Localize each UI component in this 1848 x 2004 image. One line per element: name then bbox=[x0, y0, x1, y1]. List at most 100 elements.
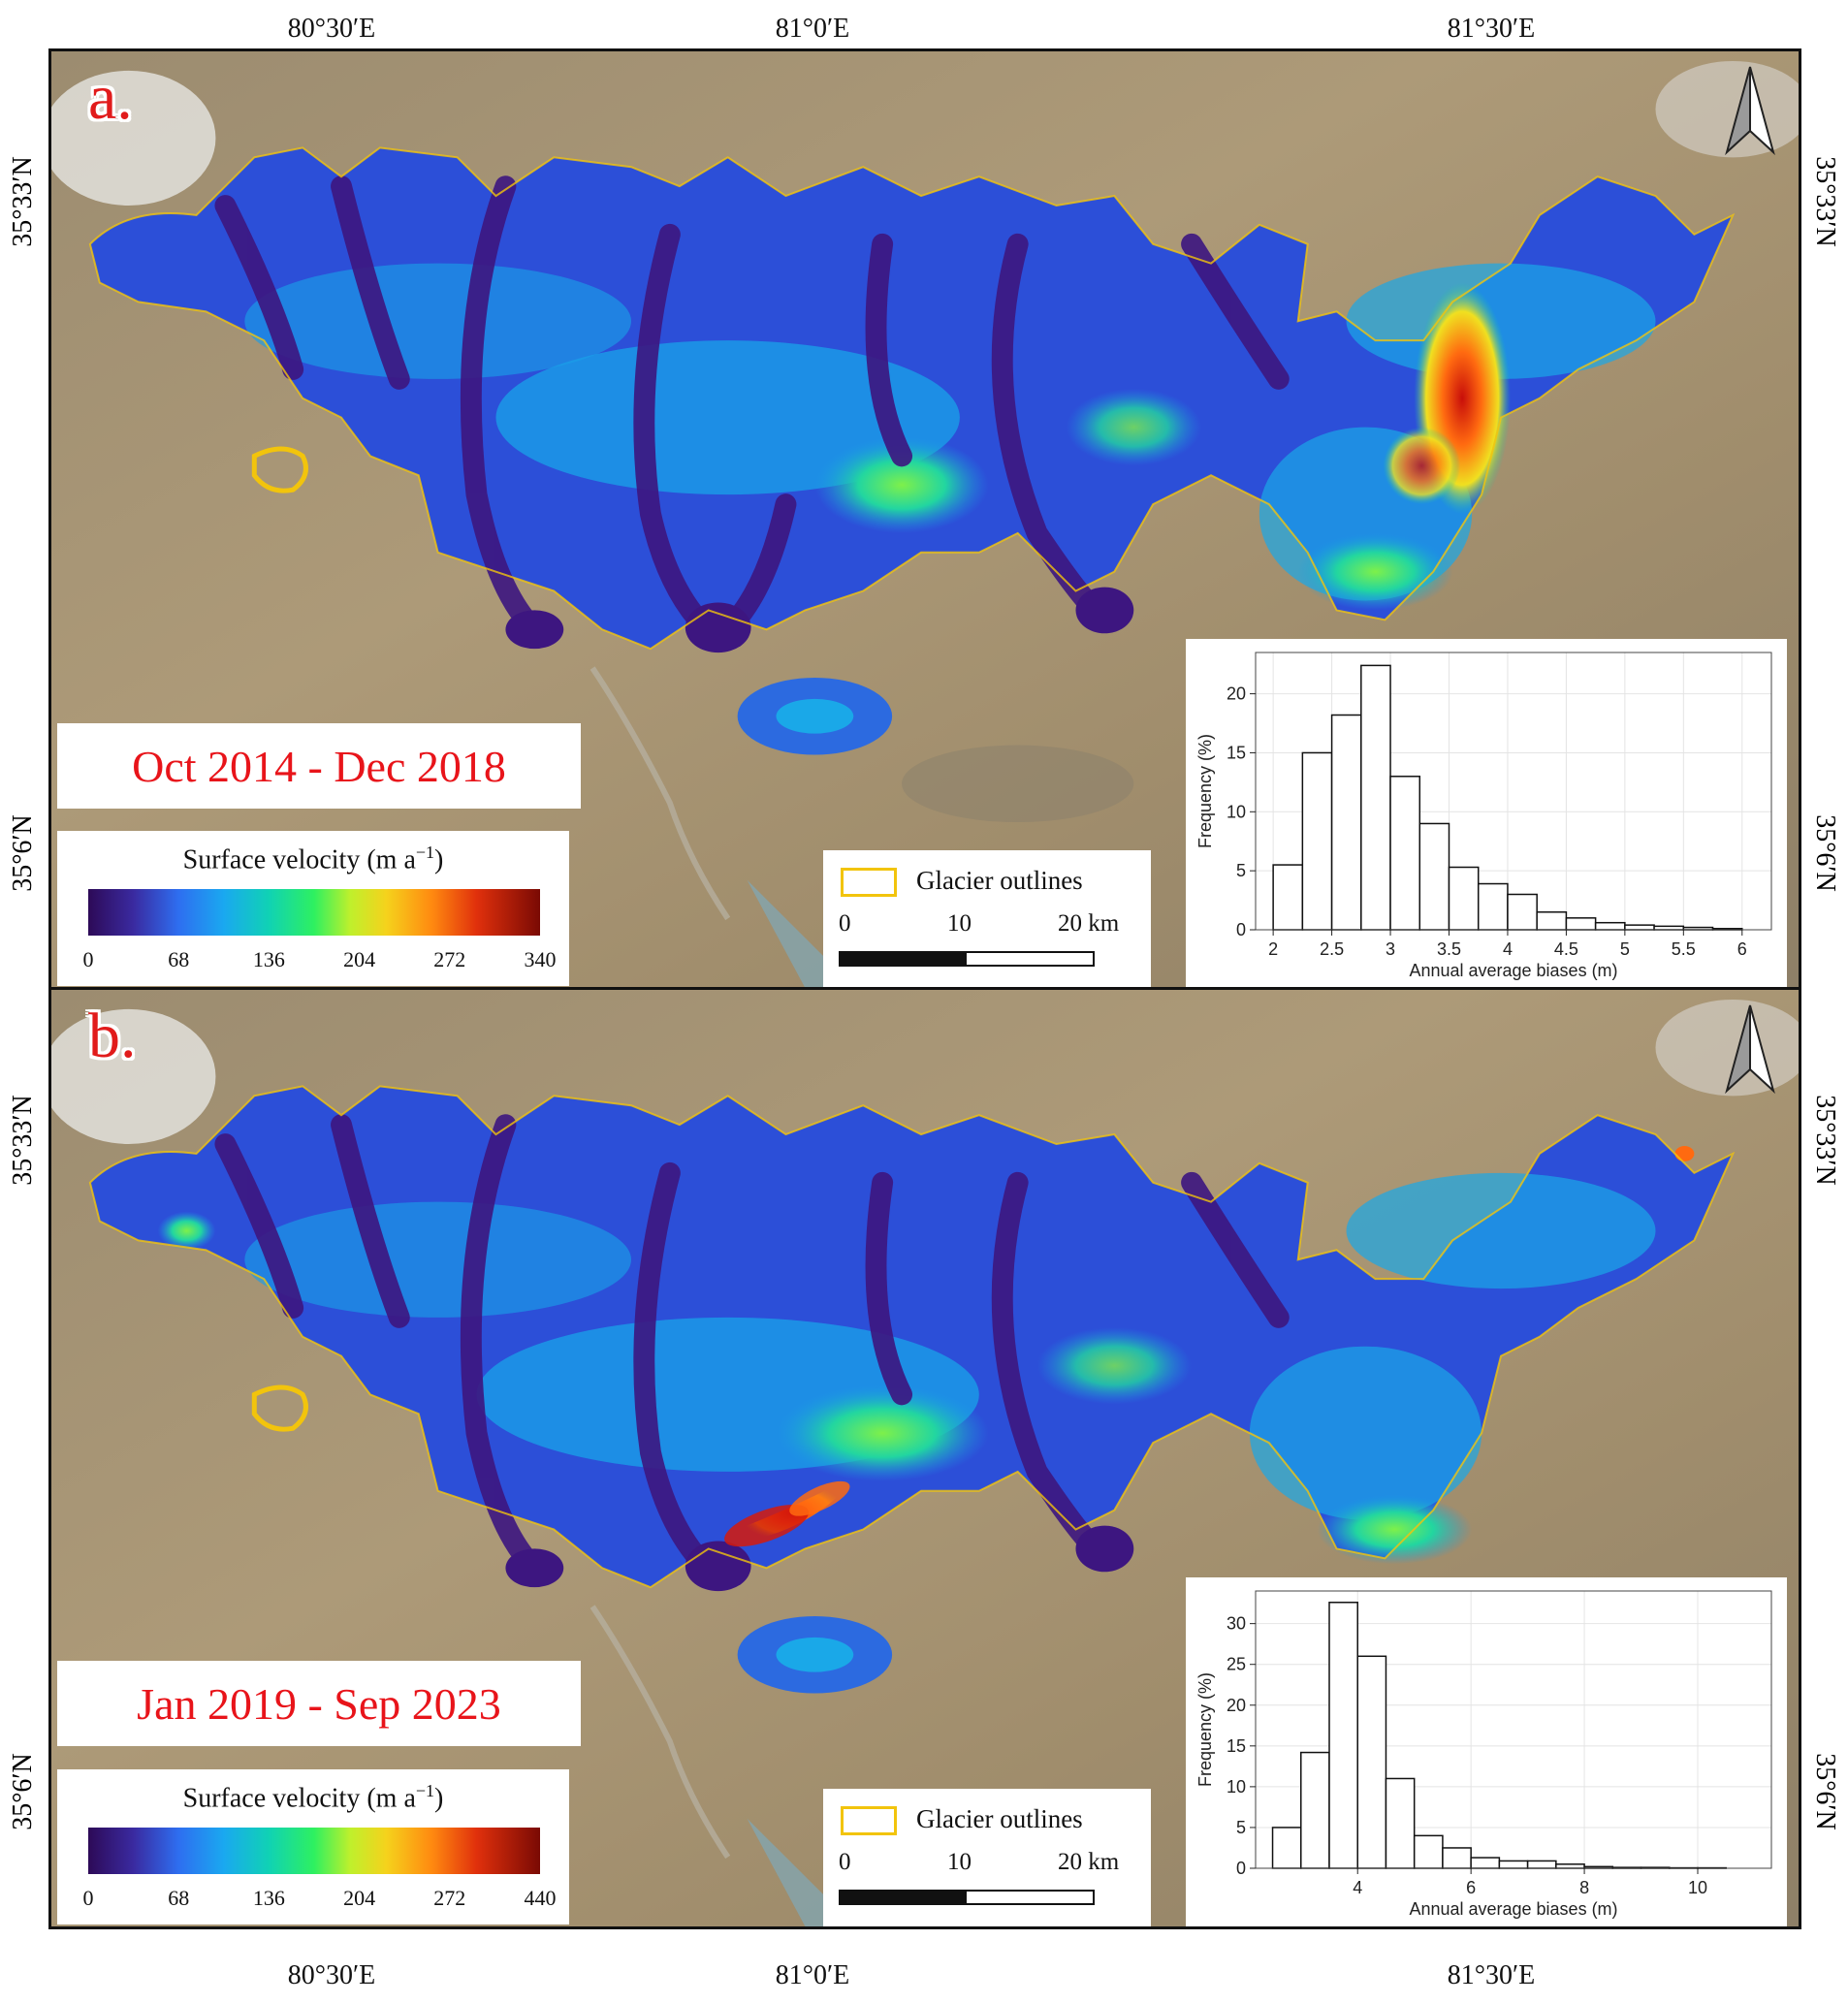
x-tick-label-b: 6 bbox=[1466, 1878, 1476, 1897]
histogram-bar-b bbox=[1413, 1834, 1444, 1869]
histogram-bar-a bbox=[1418, 822, 1450, 931]
y-tick-label-b: 25 bbox=[1227, 1655, 1246, 1674]
lat-label-left-b1: 35°33′N bbox=[8, 1095, 39, 1186]
histogram-bar-a bbox=[1565, 917, 1597, 931]
x-tick-label-a: 6 bbox=[1737, 939, 1747, 959]
histogram-bar-a bbox=[1448, 866, 1480, 931]
x-axis-label-a: Annual average biases (m) bbox=[1409, 961, 1617, 980]
scale-legend-b: Glacier outlines 0 10 20 km bbox=[823, 1789, 1151, 1926]
y-axis-label-a: Frequency (%) bbox=[1195, 734, 1215, 848]
x-tick-label-a: 5 bbox=[1620, 939, 1630, 959]
x-tick-label-a: 5.5 bbox=[1672, 939, 1696, 959]
x-tick-label-a: 4.5 bbox=[1554, 939, 1578, 959]
panel-letter-a: a. bbox=[88, 62, 133, 133]
histogram-bar-a bbox=[1653, 925, 1685, 931]
y-tick-label-a: 15 bbox=[1227, 743, 1246, 762]
velocity-tick-b: 136 bbox=[252, 1886, 285, 1910]
glacier-outline-label-a: Glacier outlines bbox=[916, 866, 1083, 895]
histogram-bar-a bbox=[1301, 751, 1333, 931]
histogram-bar-a bbox=[1272, 864, 1304, 931]
histogram-frame-a bbox=[1255, 652, 1772, 931]
y-tick-label-a: 10 bbox=[1227, 802, 1246, 821]
velocity-tick-a: 0 bbox=[82, 947, 94, 971]
map-panel-a: a. Oct 2014 - Dec 2018 Surface velocity … bbox=[48, 48, 1801, 991]
histogram-bar-b bbox=[1385, 1777, 1416, 1869]
y-tick-label-b: 0 bbox=[1236, 1859, 1246, 1878]
y-tick-label-b: 30 bbox=[1227, 1614, 1246, 1634]
lon-label-bottom-1: 80°30′E bbox=[287, 1960, 376, 1990]
velocity-tick-b: 204 bbox=[343, 1886, 376, 1910]
north-arrow-icon bbox=[1725, 1004, 1775, 1095]
period-label-a: Oct 2014 - Dec 2018 bbox=[132, 741, 506, 791]
x-tick-label-b: 4 bbox=[1353, 1878, 1362, 1897]
scale-bar-black-b bbox=[839, 1890, 967, 1905]
histogram-bar-b bbox=[1526, 1860, 1557, 1869]
scale-label-b: 0 bbox=[839, 1849, 851, 1875]
glacier-outline-swatch-b bbox=[841, 1806, 897, 1835]
y-tick-label-b: 20 bbox=[1227, 1696, 1246, 1715]
velocity-colorbar-b bbox=[88, 1828, 540, 1874]
y-tick-label-b: 10 bbox=[1227, 1777, 1246, 1797]
scale-label-a: 0 bbox=[839, 910, 851, 937]
histogram-frame-b bbox=[1255, 1590, 1772, 1869]
velocity-legend-title-a: Surface velocity (m a−1) bbox=[182, 843, 444, 875]
map-imagery-a bbox=[51, 51, 1799, 988]
x-tick-label-a: 3.5 bbox=[1437, 939, 1461, 959]
x-tick-label-a: 2 bbox=[1268, 939, 1278, 959]
lon-label-top-2: 81°0′E bbox=[775, 14, 850, 44]
x-tick-label-b: 10 bbox=[1688, 1878, 1707, 1897]
scale-bar-white-b bbox=[965, 1890, 1095, 1905]
panel-letter-b: b. bbox=[88, 1001, 137, 1071]
velocity-ticks-a: 0 68 136 204 272 340 bbox=[83, 947, 557, 978]
lat-label-right-a2: 35°6′N bbox=[1810, 814, 1841, 892]
x-tick-label-a: 3 bbox=[1386, 939, 1395, 959]
scale-label-a: 20 km bbox=[1058, 910, 1120, 937]
map-panel-b: b. Jan 2019 - Sep 2023 Surface velocity … bbox=[48, 987, 1801, 1929]
period-label-box-b: Jan 2019 - Sep 2023 bbox=[57, 1661, 581, 1746]
histogram-bar-a bbox=[1477, 882, 1509, 931]
lon-label-top-3: 81°30′E bbox=[1447, 14, 1536, 44]
x-tick-label-a: 2.5 bbox=[1320, 939, 1344, 959]
scale-bar-black-a bbox=[839, 951, 967, 967]
velocity-tick-b: 272 bbox=[433, 1886, 466, 1910]
histogram-bar-a bbox=[1536, 910, 1568, 931]
histogram-bar-a bbox=[1594, 921, 1626, 931]
histogram-bar-b bbox=[1300, 1751, 1330, 1869]
lon-label-top-1: 80°30′E bbox=[287, 14, 376, 44]
histogram-bar-a bbox=[1507, 893, 1538, 931]
velocity-tick-a: 340 bbox=[524, 947, 557, 971]
scale-bar-white-a bbox=[965, 951, 1095, 967]
velocity-tick-a: 204 bbox=[343, 947, 376, 971]
period-label-b: Jan 2019 - Sep 2023 bbox=[137, 1678, 501, 1729]
velocity-tick-a: 136 bbox=[252, 947, 285, 971]
y-tick-label-b: 5 bbox=[1236, 1818, 1246, 1837]
scale-label-b: 10 bbox=[947, 1849, 972, 1875]
lat-label-right-b2: 35°6′N bbox=[1810, 1753, 1841, 1830]
histogram-bar-b bbox=[1555, 1863, 1585, 1869]
y-tick-label-a: 20 bbox=[1227, 684, 1246, 704]
glacier-outline-swatch-a bbox=[841, 868, 897, 897]
histogram-bar-a bbox=[1360, 664, 1391, 931]
velocity-tick-a: 68 bbox=[168, 947, 190, 971]
histogram-bar-a bbox=[1389, 776, 1421, 931]
lon-label-bottom-3: 81°30′E bbox=[1447, 1960, 1536, 1990]
velocity-tick-b: 0 bbox=[82, 1886, 94, 1910]
velocity-ticks-b: 0 68 136 204 272 440 bbox=[83, 1886, 557, 1917]
lon-label-bottom-2: 81°0′E bbox=[775, 1960, 850, 1990]
histogram-bar-b bbox=[1271, 1827, 1302, 1869]
scale-label-b: 20 km bbox=[1058, 1849, 1120, 1875]
histogram-bar-b bbox=[1470, 1857, 1501, 1869]
y-tick-label-a: 5 bbox=[1236, 861, 1246, 880]
histogram-a: 2 2.5 3 3.5 4 4.5 5 5.5 6 0 5 10 15 20 Annual average … bbox=[1186, 639, 1787, 988]
velocity-legend-a: Surface velocity (m a−1) 0 68 136 204 27… bbox=[57, 831, 569, 986]
histogram-bar-a bbox=[1624, 924, 1655, 931]
velocity-tick-b: 68 bbox=[168, 1886, 190, 1910]
histogram-svg-a: 2 2.5 3 3.5 4 4.5 5 5.5 6 0 5 10 15 20 Annual average … bbox=[1195, 652, 1772, 980]
x-tick-label-b: 8 bbox=[1579, 1878, 1589, 1897]
glacier-outline-label-b: Glacier outlines bbox=[916, 1804, 1083, 1833]
lat-label-right-a1: 35°33′N bbox=[1810, 156, 1841, 247]
x-tick-label-a: 4 bbox=[1503, 939, 1513, 959]
velocity-legend-b: Surface velocity (m a−1) 0 68 136 204 27… bbox=[57, 1769, 569, 1924]
scale-legend-a: Glacier outlines 0 10 20 km bbox=[823, 850, 1151, 988]
histogram-bar-a bbox=[1330, 714, 1362, 931]
